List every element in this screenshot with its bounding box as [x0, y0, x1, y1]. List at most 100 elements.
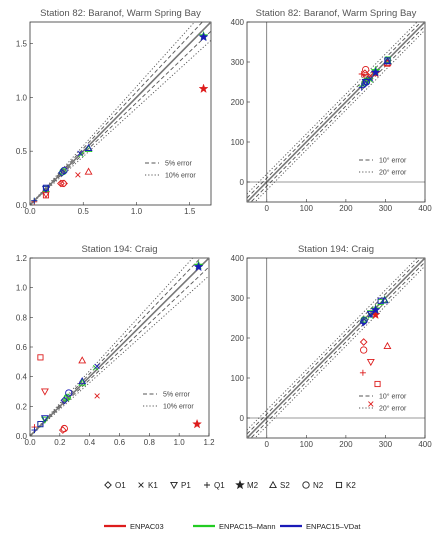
error-line-10deg — [247, 22, 422, 199]
data-point-Q1 — [359, 369, 366, 376]
error-line-20deg — [254, 29, 425, 202]
data-points — [358, 56, 392, 91]
series-ENPAC15–VDat — [31, 31, 209, 204]
down-triangle-icon — [170, 481, 178, 490]
marker-legend-label: Q1 — [214, 481, 225, 490]
circle-icon — [302, 481, 310, 489]
marker-legend-label: O1 — [115, 481, 126, 490]
identity-line — [30, 258, 209, 436]
x-tick-label: 0.0 — [24, 207, 36, 216]
data-point-S2 — [383, 57, 392, 65]
data-point-S2 — [383, 341, 392, 350]
x-tick-label: 0 — [265, 440, 270, 449]
data-point-N2 — [65, 389, 73, 397]
x-tick-label: 0.2 — [54, 438, 66, 447]
x-tick-label: 0.4 — [84, 438, 96, 447]
error-line-5pct — [30, 30, 211, 205]
error-legend-label: 10° error — [379, 157, 407, 165]
x-tick-label: 400 — [418, 440, 432, 449]
data-point-O1 — [57, 179, 65, 188]
y-tick-label: 1.5 — [16, 40, 28, 49]
error-line-10pct — [30, 39, 211, 205]
error-legend-label: 20° error — [379, 405, 407, 413]
error-legend: 10° error 20° error — [359, 393, 407, 413]
y-tick-label: 300 — [231, 294, 245, 303]
y-tick-label: 0.0 — [16, 201, 28, 210]
error-legend-label: 10% error — [165, 173, 196, 180]
data-point-Q1 — [358, 71, 365, 77]
data-point-S2 — [78, 376, 87, 385]
data-point-O1 — [359, 318, 368, 326]
y-tick-label: 1.0 — [16, 93, 28, 102]
y-tick-label: 0 — [240, 414, 245, 423]
data-point-K2 — [37, 354, 44, 361]
x-tick-label: 200 — [339, 440, 353, 449]
data-point-K1 — [94, 393, 100, 399]
data-point-N2 — [360, 317, 368, 325]
error-legend-label: 5% error — [163, 392, 191, 399]
x-tick-label: 0.5 — [78, 207, 90, 216]
data-point-N2 — [59, 179, 67, 188]
data-point-N2 — [60, 166, 68, 175]
marker-legend-label: K1 — [148, 481, 158, 490]
error-line-10pct — [30, 258, 194, 436]
plot-frame — [246, 257, 426, 439]
panel-1: Station 82: Baranof, Warm Spring Bay0.00… — [16, 8, 212, 216]
data-point-K1 — [94, 363, 100, 370]
data-point-K2 — [374, 380, 381, 388]
diamond-icon — [104, 481, 112, 489]
x-tick-label: 1.5 — [184, 207, 196, 216]
error-legend-label: 5% error — [165, 161, 193, 168]
series-ENPAC03 — [359, 309, 392, 407]
y-tick-label: 0.5 — [16, 147, 28, 156]
error-line-5pct — [30, 258, 202, 436]
marker-legend-label: K2 — [346, 481, 356, 490]
data-point-M2 — [192, 418, 202, 429]
error-legend-label: 10° error — [379, 393, 407, 401]
y-tick-label: 300 — [231, 58, 245, 67]
color-legend-label: ENPAC15–Mann — [219, 522, 276, 531]
data-points — [31, 260, 204, 434]
data-point-P1 — [361, 78, 370, 87]
x-tick-label: 100 — [300, 204, 314, 213]
error-legend-label: 10% error — [163, 404, 194, 411]
data-point-P1 — [40, 416, 49, 424]
reference-lines — [247, 22, 425, 202]
y-tick-label: 200 — [231, 334, 245, 343]
error-line-20deg — [247, 258, 418, 431]
panel-2: Station 82: Baranof, Warm Spring Bay 0 0 10… — [231, 8, 433, 213]
x-tick-label: 400 — [418, 204, 432, 213]
marker-legend-label: N2 — [313, 481, 324, 490]
data-point-Q1 — [358, 84, 365, 91]
y-tick-label: 400 — [231, 18, 245, 27]
y-tick-label: 1.2 — [16, 254, 28, 263]
reference-lines — [30, 258, 209, 436]
identity-line — [247, 22, 425, 202]
x-tick-label: 1.0 — [174, 438, 186, 447]
data-point-N2 — [60, 424, 68, 433]
panel-title: Station 194: Craig — [81, 244, 157, 255]
y-tick-label: 0.4 — [16, 373, 28, 382]
data-point-Q1 — [31, 197, 38, 204]
data-point-S2 — [78, 378, 87, 386]
data-point-P1 — [366, 310, 375, 319]
up-triangle-icon — [269, 480, 277, 489]
error-line-20deg — [247, 22, 418, 195]
error-line-10deg — [247, 258, 422, 435]
y-tick-label: 0.6 — [16, 343, 28, 352]
data-point-S2 — [78, 356, 87, 364]
marker-legend: O1 K1 P1 Q1 M2 S2 N2 K2 — [104, 479, 356, 490]
identity-line — [247, 258, 425, 438]
color-legend-label: ENPAC15–VDat — [306, 522, 361, 531]
x-tick-label: 300 — [379, 440, 393, 449]
x-tick-label: 1.0 — [131, 207, 143, 216]
plot-frame — [246, 21, 426, 203]
panels: Station 82: Baranof, Warm Spring Bay0.00… — [16, 8, 433, 449]
data-point-K2 — [384, 57, 391, 64]
data-point-P1 — [366, 358, 375, 367]
error-legend-label: 20° error — [379, 169, 407, 177]
data-point-M2 — [193, 261, 204, 272]
data-point-S2 — [84, 144, 93, 153]
